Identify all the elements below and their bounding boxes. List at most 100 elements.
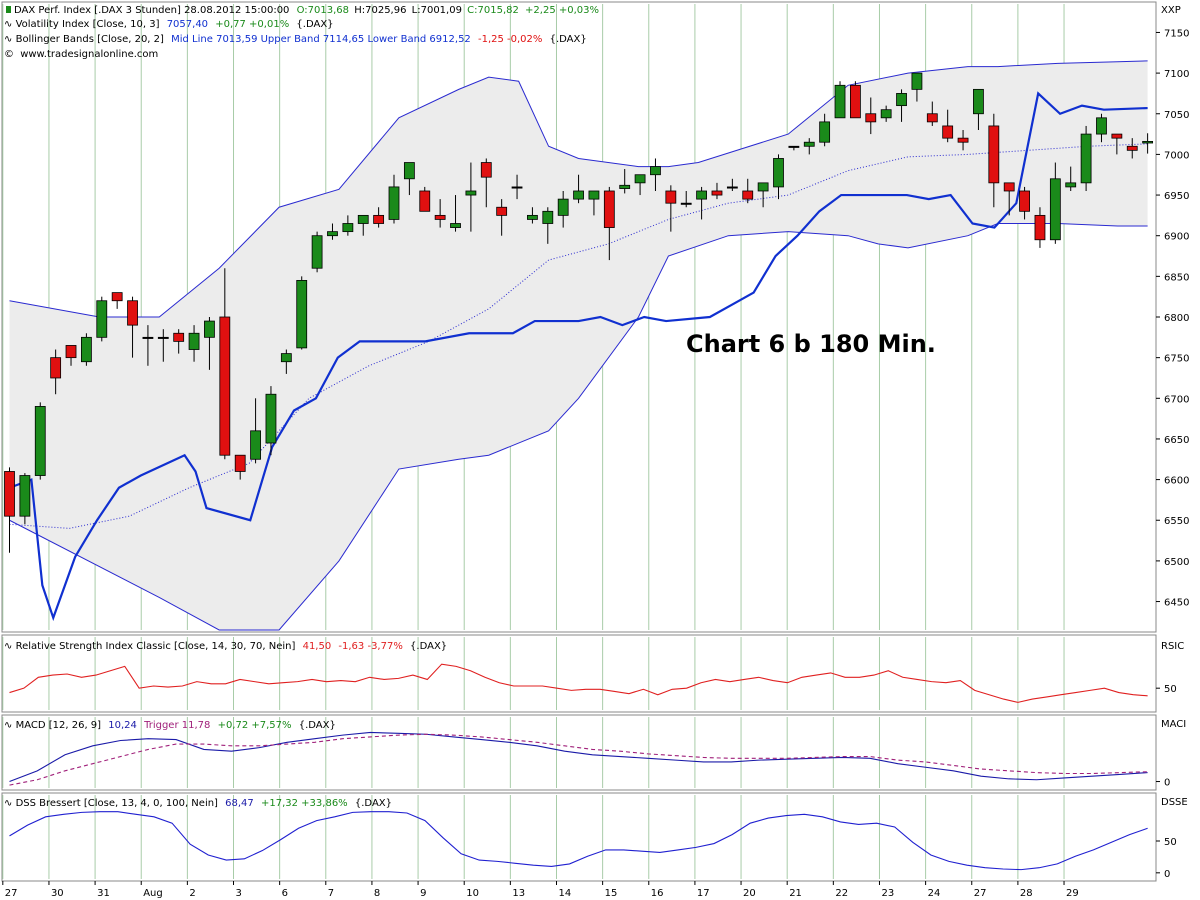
candle-body [573, 190, 584, 200]
candle [665, 185, 677, 232]
candle-body [696, 190, 707, 200]
source-link[interactable]: www.tradesignalonline.com [20, 49, 158, 60]
candle [480, 158, 492, 208]
candle [527, 207, 538, 224]
candle-body [357, 214, 369, 224]
rsi-change: -1,63 -3,77% [338, 641, 402, 652]
y-tick-label: 6750 [1164, 354, 1189, 365]
y-tick-label: 6700 [1164, 394, 1189, 405]
candle-body [50, 357, 62, 379]
x-tick-label: 13 [512, 888, 525, 899]
candle [219, 268, 231, 460]
candle [942, 109, 954, 143]
candle [204, 317, 215, 370]
candle [634, 174, 646, 196]
svg-text:DAX Perf. Index [.DAX 3 Stund: DAX Perf. Index [.DAX 3 Stunden] 28.08.2… [14, 5, 599, 16]
rsi-value: 41,50 [303, 641, 332, 652]
candle [234, 454, 246, 480]
candle [188, 325, 200, 362]
y-tick-label: 6500 [1164, 557, 1189, 568]
candle-body [603, 190, 615, 228]
copyright-icon: © [4, 49, 14, 60]
macd-icon: ∿ [4, 720, 12, 731]
y-tick-label: 7100 [1164, 69, 1189, 80]
dss-value: 68,47 [225, 798, 254, 809]
indicator-y-tick-label: 50 [1164, 837, 1177, 848]
candle-body [1065, 182, 1077, 188]
candle [850, 81, 861, 119]
candle-body [373, 214, 385, 224]
candle [1096, 113, 1107, 143]
candle-body [588, 190, 600, 200]
candle [1142, 133, 1154, 154]
y-tick-label: 6650 [1164, 435, 1189, 446]
y-tick-label: 6550 [1164, 516, 1189, 527]
candle-body [680, 202, 692, 205]
x-tick-label: 17 [697, 888, 710, 899]
candle-body [219, 316, 231, 456]
candle [1111, 133, 1123, 155]
candle-body [1049, 178, 1061, 241]
candle-body [865, 113, 877, 123]
bollinger-lower-line [9, 223, 1148, 631]
bb-icon: ∿ [4, 34, 12, 45]
candle-body [234, 454, 246, 472]
candle [265, 386, 277, 456]
candle-body [34, 406, 46, 476]
candle [388, 174, 400, 224]
candle [311, 231, 323, 273]
candle-body [1126, 145, 1138, 151]
candle-body [342, 223, 354, 233]
macd-value: 10,24 [108, 720, 137, 731]
rsi-panel-label: RSIC [1161, 641, 1184, 652]
candle-body [542, 210, 554, 224]
x-tick-label: 8 [374, 888, 380, 899]
candle-body [511, 186, 523, 189]
candle [465, 162, 477, 232]
candle-body [711, 190, 723, 196]
main-series-name: DAX Perf. Index [.DAX 3 Stunden] 28.08.2… [14, 5, 289, 16]
x-tick-label: 28 [1020, 888, 1033, 899]
candle-body [496, 206, 508, 216]
candle-body [157, 336, 169, 339]
candle-body [419, 190, 431, 212]
candle [250, 398, 261, 464]
candle [603, 186, 615, 261]
main-close-value: C:7015,82 [467, 5, 519, 16]
vola-suffix: {.DAX} [296, 19, 333, 30]
candle [1019, 186, 1030, 220]
svg-text:∿ Volatility Index [Clos: ∿ Volatility Index [Close, 10, 3] 7057,4… [4, 19, 334, 30]
x-tick-label: 27 [974, 888, 987, 899]
dss-panel-label: DSSE [1161, 797, 1188, 808]
candle-body [819, 121, 831, 143]
candle [34, 402, 46, 480]
candle-body [96, 300, 108, 338]
bollinger-upper-line [9, 60, 1148, 318]
candle-body [896, 93, 907, 107]
candle [81, 333, 92, 366]
y-tick-label: 6950 [1164, 191, 1189, 202]
rsi-icon: ∿ [4, 641, 12, 652]
candle-body [1096, 117, 1107, 135]
candle-body [142, 336, 154, 339]
candle [726, 178, 738, 191]
candle [373, 207, 385, 228]
candle [788, 145, 800, 151]
candle [773, 154, 784, 200]
candle [142, 325, 154, 366]
candle [680, 190, 692, 208]
indicator-series-line [9, 663, 1148, 703]
dss-icon: ∿ [4, 798, 12, 809]
candle [880, 105, 892, 122]
x-tick-label: 6 [282, 888, 288, 899]
x-tick-label: 23 [881, 888, 894, 899]
macd-name: MACD [12, 26, 9] [16, 720, 102, 731]
candle-body [850, 84, 861, 119]
main-change-value: +2,25 +0,03% [525, 5, 599, 16]
candle-body [465, 190, 477, 196]
rsi-panel-frame [1, 634, 1157, 713]
rsi-name: Relative Strength Index Classic [Close, … [16, 641, 296, 652]
candle-body [311, 235, 323, 269]
candle-body [619, 184, 631, 189]
